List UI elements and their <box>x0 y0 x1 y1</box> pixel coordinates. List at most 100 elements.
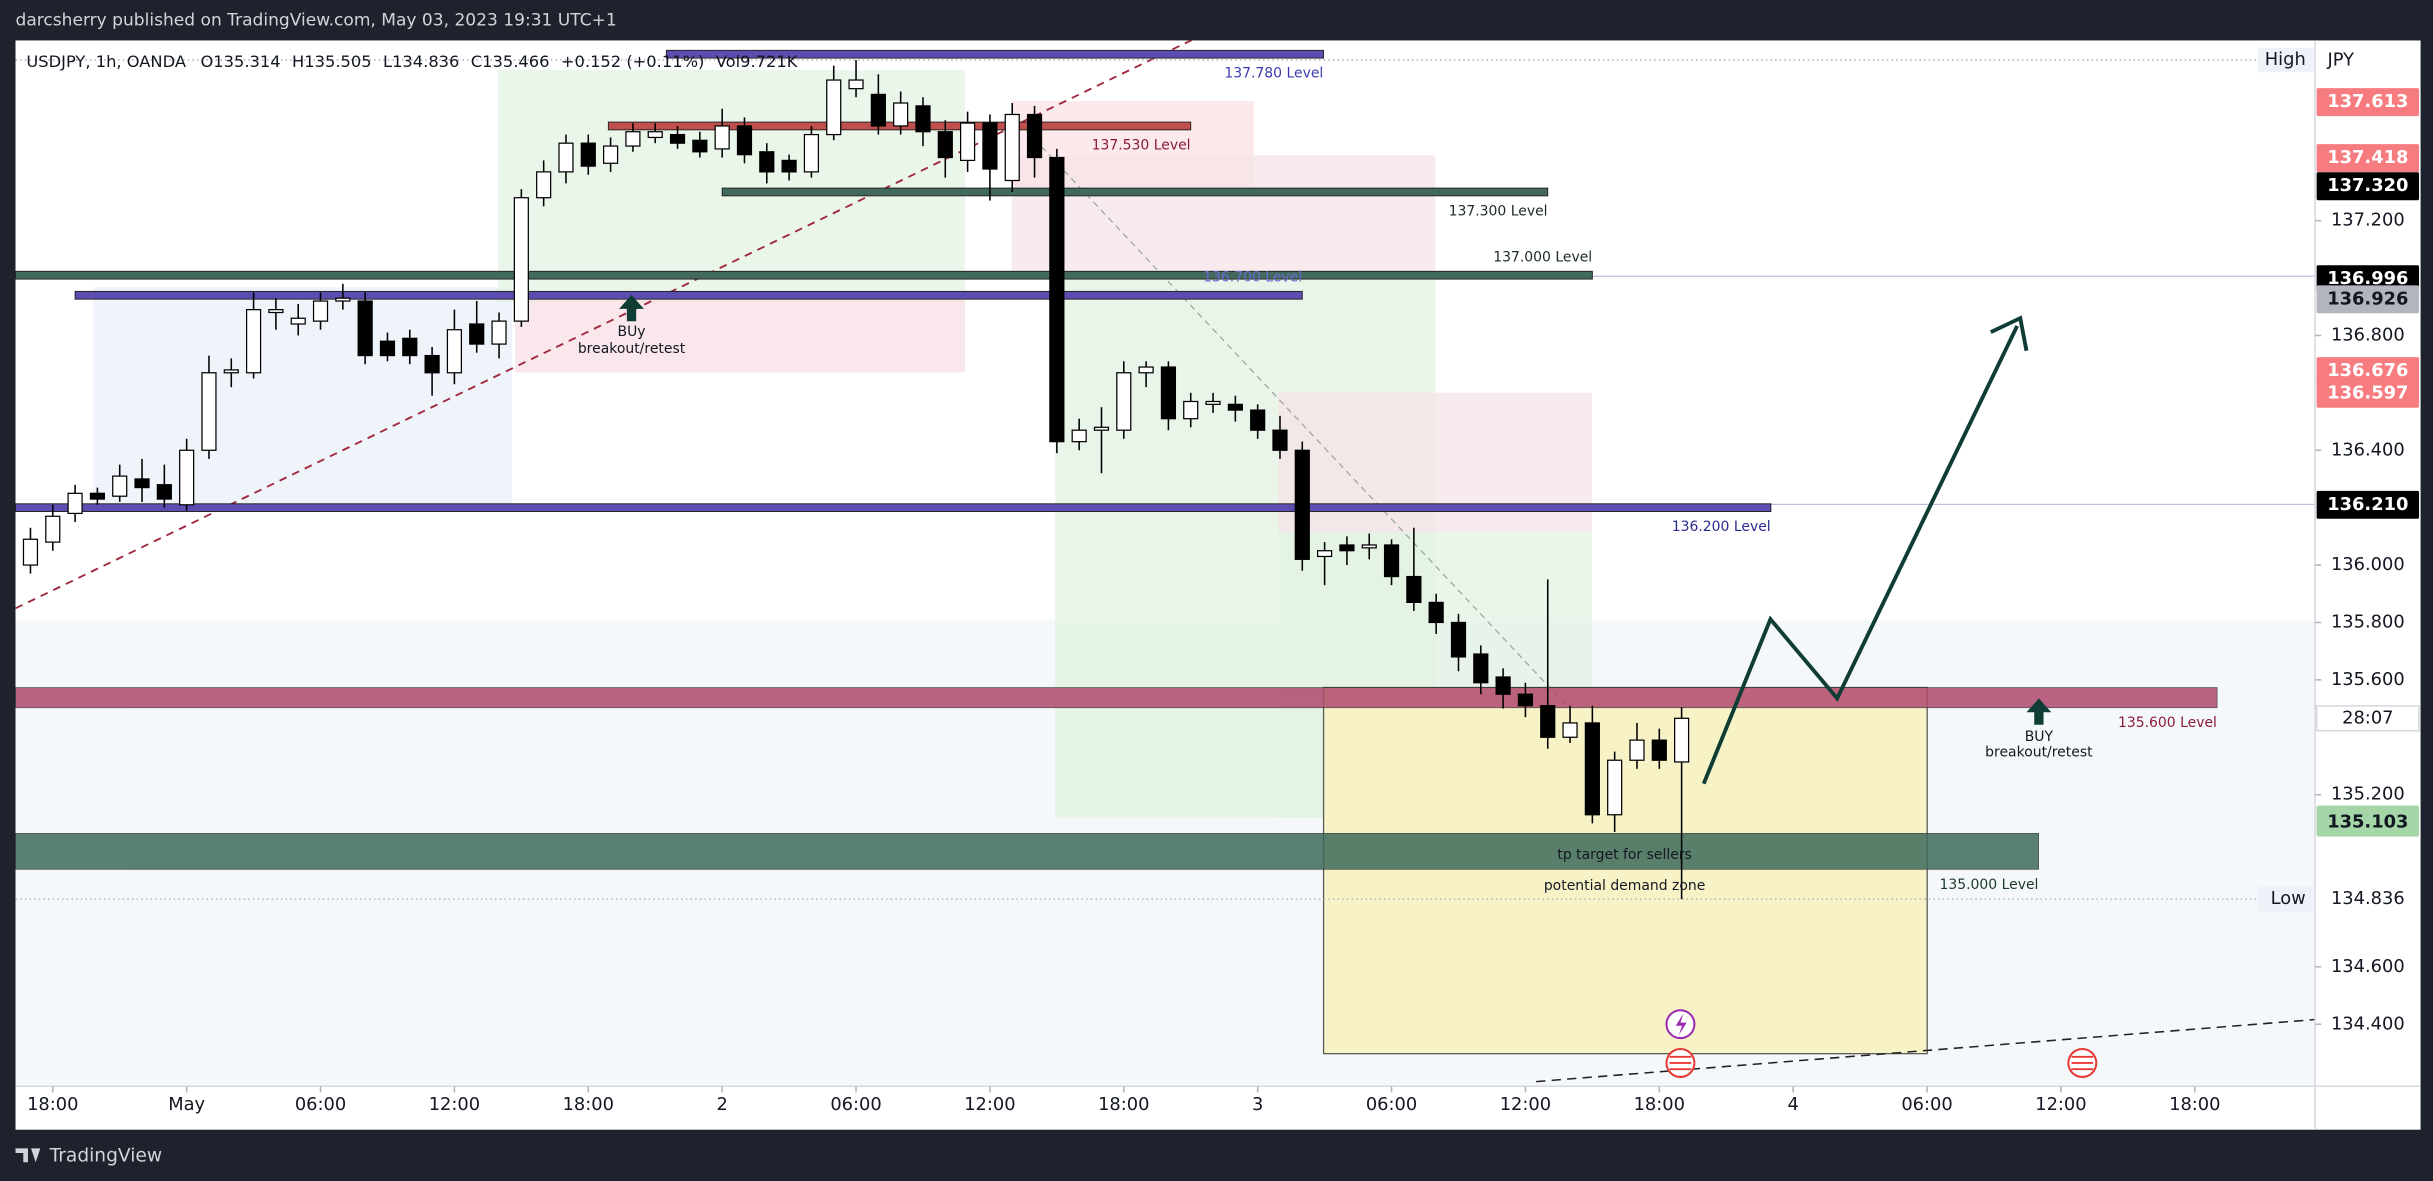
low-value: 134.836 <box>2331 888 2405 909</box>
level-label: 137.300 Level <box>1449 203 1548 219</box>
trend-line <box>1011 114 1568 707</box>
candle-body <box>669 133 686 144</box>
annotation: tp target for sellers <box>1557 847 1691 863</box>
zone <box>515 294 966 373</box>
zone <box>1011 155 1436 280</box>
legend: USDJPY, 1h, OANDA O135.314 H135.505 L134… <box>26 52 798 71</box>
arrow-head <box>1989 315 2029 352</box>
x-tick-label: 2 <box>716 1094 727 1115</box>
footer-logo: TradingView <box>49 1146 162 1167</box>
candle-body <box>759 151 775 173</box>
candle-body <box>1160 366 1177 420</box>
candle-body <box>915 105 931 133</box>
annotation: breakout/retest <box>578 341 686 357</box>
candle-body <box>1227 403 1243 411</box>
candle-body <box>960 122 976 162</box>
price-badge <box>2316 490 2420 519</box>
candle-body <box>45 515 61 543</box>
x-tick-label: 18:00 <box>1098 1094 1149 1115</box>
price-badge <box>2316 357 2420 386</box>
level-line <box>665 49 1324 59</box>
candle-body <box>89 492 106 500</box>
candle-body <box>22 538 39 566</box>
ohlc: O135.314 <box>200 52 280 71</box>
y-tick-label: 135.800 <box>2331 611 2405 632</box>
low-value-bg <box>2316 886 2420 912</box>
level-label: 137.000 Level <box>1493 249 1592 265</box>
x-tick-label: 12:00 <box>2035 1094 2086 1115</box>
x-tick-label: May <box>168 1094 205 1115</box>
y-tick-label: 137.200 <box>2331 210 2405 231</box>
candle-body <box>580 142 596 167</box>
candle-body <box>1562 722 1578 738</box>
candle-body <box>1250 409 1266 431</box>
change: +0.152 (+0.11%) <box>561 52 705 71</box>
candle-body <box>1294 449 1310 560</box>
axes: JPY 137.200 136.800 136.400 136.000 135.800 1… <box>15 40 2421 1130</box>
y-tick-label: 136.000 <box>2331 554 2405 575</box>
candle-body <box>1004 113 1020 182</box>
candle-body <box>112 475 128 497</box>
candle-body <box>625 131 641 147</box>
x-tick-label: 18:00 <box>563 1094 614 1115</box>
candle-body <box>536 171 552 199</box>
candle-body <box>848 79 864 90</box>
candle-body <box>736 125 753 156</box>
y-tick-label: 135.200 <box>2331 784 2405 805</box>
annotation: potential demand zone <box>1544 878 1706 894</box>
candles <box>22 59 1690 900</box>
candle-body <box>1383 544 1400 578</box>
countdown-bg <box>2315 705 2420 732</box>
candle-body <box>1607 759 1623 816</box>
candle-body <box>1495 676 1511 695</box>
candle-body <box>982 122 998 170</box>
logo-icon <box>15 1148 41 1163</box>
candle-body <box>245 309 262 374</box>
candle-body <box>803 133 820 173</box>
candle-body <box>826 79 842 136</box>
candle-body <box>469 323 485 345</box>
lightning <box>1675 1013 1687 1036</box>
ohlc: C135.466 <box>471 52 550 71</box>
candle-body <box>67 492 83 515</box>
candle-body <box>134 478 150 489</box>
candle-body <box>424 354 440 374</box>
candle-body <box>357 300 373 357</box>
x-tick-label: 06:00 <box>830 1094 881 1115</box>
level-line <box>15 270 1593 280</box>
price-badge <box>2316 379 2420 408</box>
price-badge-label: 136.996 <box>2327 268 2408 289</box>
candle-body <box>1473 653 1489 684</box>
level-label: 135.000 Level <box>1939 877 2038 893</box>
flag-stripes <box>1669 1055 2094 1071</box>
candle-body <box>714 125 730 150</box>
candle-body <box>647 131 663 139</box>
candle-body <box>290 317 306 325</box>
low-label-bg <box>2257 886 2314 912</box>
y-tick-label: 136.400 <box>2331 439 2405 460</box>
x-tick-label: 06:00 <box>1366 1094 1417 1115</box>
candle-body <box>1183 400 1199 420</box>
candle-body <box>1450 621 1467 658</box>
level-zone <box>15 833 2040 870</box>
price-badge-label: 136.676 <box>2327 360 2408 381</box>
x-tick-label: 06:00 <box>1901 1094 1952 1115</box>
candle-body <box>1272 429 1288 451</box>
price-badge-label: 136.210 <box>2327 494 2408 515</box>
candle-body <box>1138 366 1154 374</box>
y-tick-label: 135.600 <box>2331 669 2405 690</box>
candle-body <box>223 369 239 374</box>
candle-body <box>1651 739 1667 761</box>
price-badge-label: 136.597 <box>2327 383 2408 404</box>
ohlc: H135.505 <box>292 52 372 71</box>
candle-body <box>201 372 217 451</box>
price-badge <box>2316 172 2420 201</box>
candle-body <box>893 102 909 127</box>
candle-body <box>1093 426 1110 431</box>
candle-body <box>1026 113 1043 159</box>
level-label: 137.530 Level <box>1092 137 1191 153</box>
candle-body <box>1428 601 1444 624</box>
candle-body <box>1339 544 1355 552</box>
